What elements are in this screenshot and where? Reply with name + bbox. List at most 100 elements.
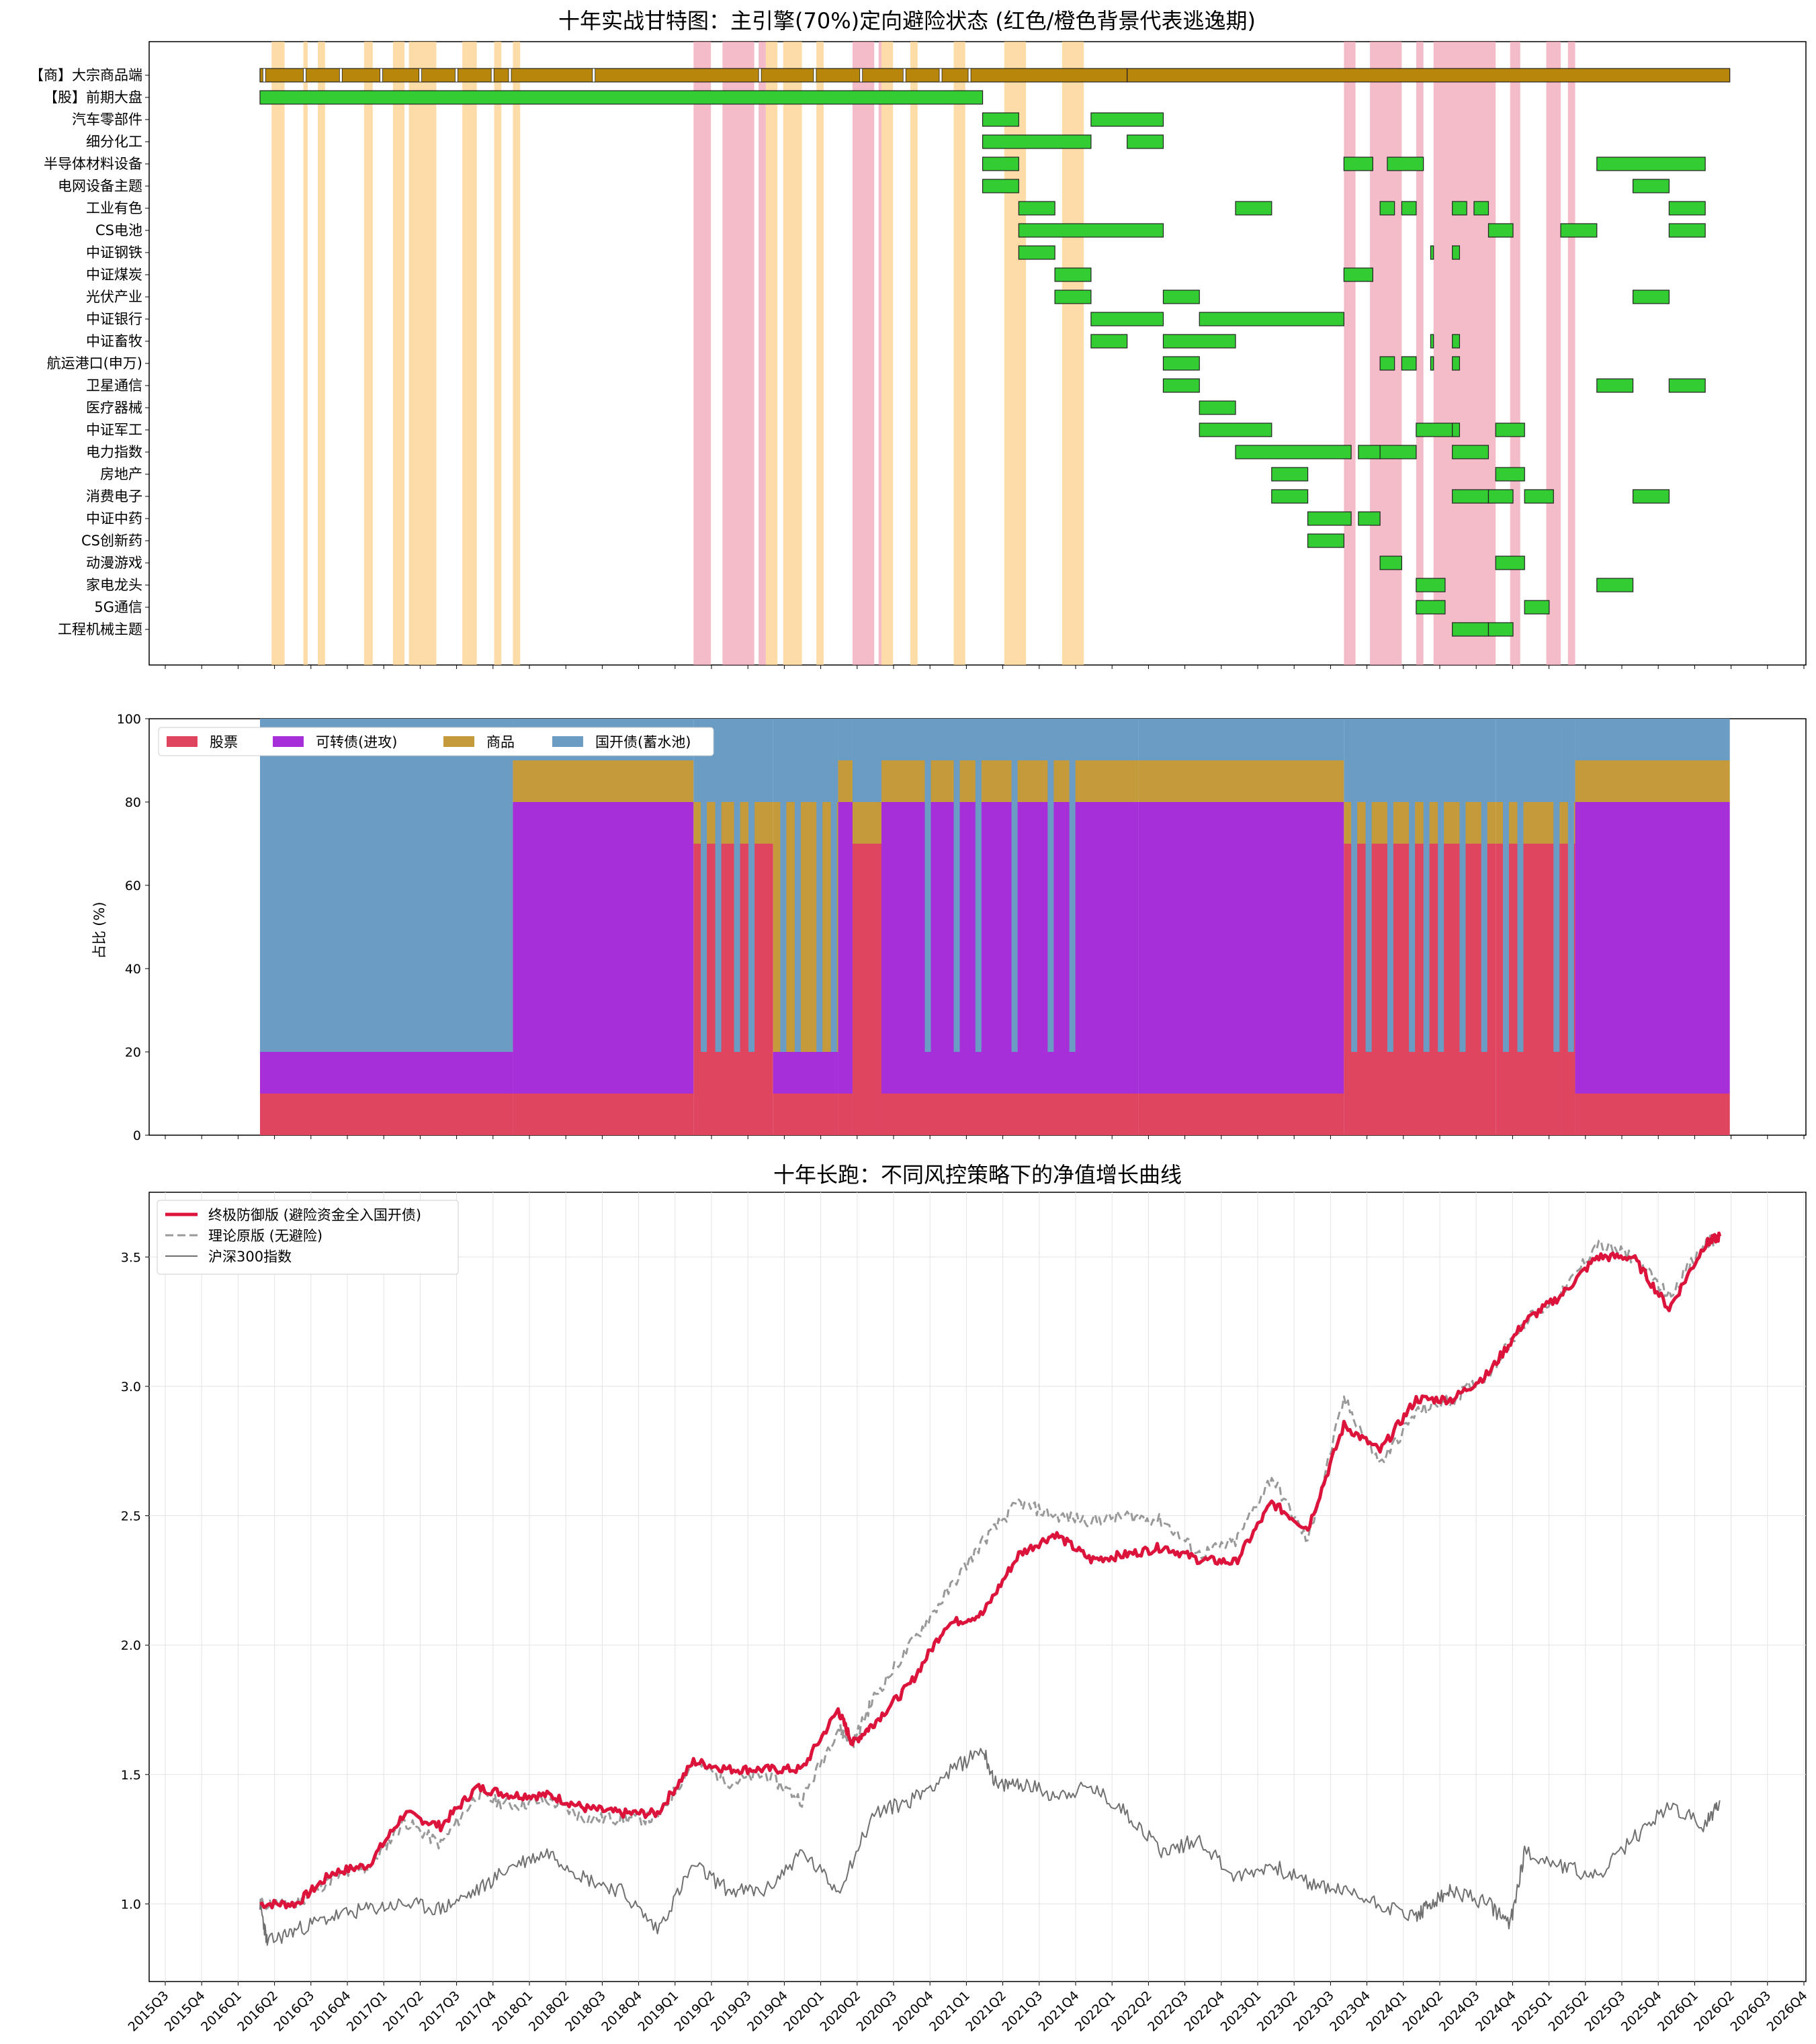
gantt-bar (259, 68, 1128, 83)
gantt-bar (1018, 223, 1164, 238)
gantt-bar (1235, 445, 1352, 459)
gantt-row-label: 光伏产业 (86, 289, 142, 305)
gantt-bar (1401, 356, 1417, 371)
gantt-gap (939, 68, 943, 83)
nav-ytick-label: 3.0 (121, 1380, 141, 1394)
gantt-row-label: 汽车零部件 (72, 112, 142, 128)
gantt-bar (1127, 68, 1731, 83)
allocation-flicker (701, 760, 707, 1052)
gantt-bar (1162, 290, 1200, 304)
gantt-gap (859, 68, 863, 83)
allocation-flicker (1387, 760, 1393, 1052)
gantt-bar (1199, 423, 1272, 437)
allocation-flicker (282, 760, 288, 1052)
allocation-flicker (303, 760, 310, 1052)
gantt-row-label: 中证畜牧 (86, 333, 142, 349)
gantt-bar (1090, 334, 1128, 349)
allocation-flicker (748, 760, 755, 1052)
escape-orange-band (494, 42, 502, 665)
allocation-area-comm (513, 760, 694, 802)
allocation-area-stock (881, 1094, 1139, 1135)
gantt-bar (982, 134, 1092, 149)
allocation-flicker (1502, 760, 1509, 1052)
gantt-bar (1379, 556, 1403, 570)
gantt-bar (1018, 201, 1055, 216)
escape-red-band (1567, 42, 1575, 665)
gantt-row-label: 半导体材料设备 (44, 156, 142, 172)
gantt-bar (1495, 423, 1525, 437)
escape-red-band (722, 42, 754, 665)
gantt-bar (1632, 489, 1670, 504)
legend-swatch (552, 736, 583, 747)
gantt-bar (1452, 622, 1489, 637)
escape-red-band (1416, 42, 1424, 665)
gantt-row-label: 电力指数 (86, 444, 142, 460)
gantt-bar (1430, 245, 1434, 260)
allocation-flicker (1069, 760, 1076, 1052)
allocation-ytick-label: 80 (125, 795, 141, 810)
gantt-bar (1487, 223, 1514, 238)
gantt-bar (1668, 378, 1706, 393)
allocation-area-stock (852, 844, 881, 1135)
allocation-flicker (1438, 760, 1444, 1052)
nav-panel: 2015Q32015Q42016Q12016Q22016Q32016Q42017… (121, 1192, 1811, 2035)
gantt-row-label: 动漫游戏 (86, 555, 142, 571)
gantt-bar (1162, 356, 1200, 371)
nav-series-line (259, 1232, 1721, 1910)
gantt-bar (1416, 423, 1453, 437)
gantt-bar (1199, 312, 1344, 326)
gantt-bar (1235, 201, 1272, 216)
nav-legend-label: 终极防御版 (避险资金全入国开债) (208, 1207, 421, 1223)
escape-orange-band (392, 42, 405, 665)
gantt-bar (1487, 489, 1514, 504)
escape-orange-band (303, 42, 308, 665)
allocation-flicker (1517, 760, 1524, 1052)
escape-orange-band (513, 42, 521, 665)
allocation-flicker (1553, 760, 1560, 1052)
gantt-row-label: 卫星通信 (86, 377, 142, 394)
gantt-bar (1495, 467, 1525, 482)
allocation-area-cb (1575, 802, 1730, 1094)
allocation-area-bond (260, 719, 513, 1052)
allocation-legend-box (158, 727, 714, 756)
gantt-bar (1452, 445, 1489, 459)
gantt-bar (1430, 356, 1434, 371)
allocation-flicker (505, 760, 512, 1052)
allocation-flicker (830, 760, 837, 1052)
allocation-area-stock (1138, 1094, 1344, 1135)
legend-label: 可转债(进攻) (316, 734, 397, 750)
allocation-area-stock (1575, 1094, 1730, 1135)
gantt-bar (1487, 622, 1514, 637)
allocation-flicker (455, 760, 462, 1052)
gantt-bar (1452, 245, 1461, 260)
escape-orange-band (816, 42, 824, 665)
gantt-bar (1416, 600, 1446, 615)
gantt-bar (982, 112, 1019, 127)
gantt-bar (1668, 223, 1706, 238)
gantt-bar (1018, 245, 1055, 260)
legend-label: 商品 (486, 734, 515, 750)
gantt-bar (1596, 157, 1706, 171)
gantt-row-label: CS创新药 (81, 533, 142, 549)
gantt-row-label: 中证银行 (86, 311, 142, 327)
allocation-area-cb (838, 802, 853, 1094)
escape-orange-band (783, 42, 802, 665)
gantt-gap (455, 68, 458, 83)
allocation-flicker (484, 760, 490, 1052)
gantt-bar (1271, 467, 1309, 482)
escape-orange-band (953, 42, 965, 665)
allocation-ytick-label: 20 (125, 1045, 141, 1060)
gantt-gap (490, 68, 494, 83)
gantt-bar (982, 179, 1019, 193)
allocation-ytick-label: 60 (125, 879, 141, 893)
gantt-row-label: 细分化工 (86, 134, 142, 150)
allocation-flicker (734, 760, 740, 1052)
allocation-area-comm (1138, 760, 1344, 802)
allocation-flicker (1423, 760, 1430, 1052)
allocation-ylabel: 占比 (%) (91, 901, 107, 959)
allocation-flicker (368, 760, 375, 1052)
escape-orange-band (765, 42, 778, 665)
gantt-bar (1452, 489, 1489, 504)
gantt-bar (1632, 179, 1670, 193)
allocation-area-cb (1138, 802, 1344, 1094)
